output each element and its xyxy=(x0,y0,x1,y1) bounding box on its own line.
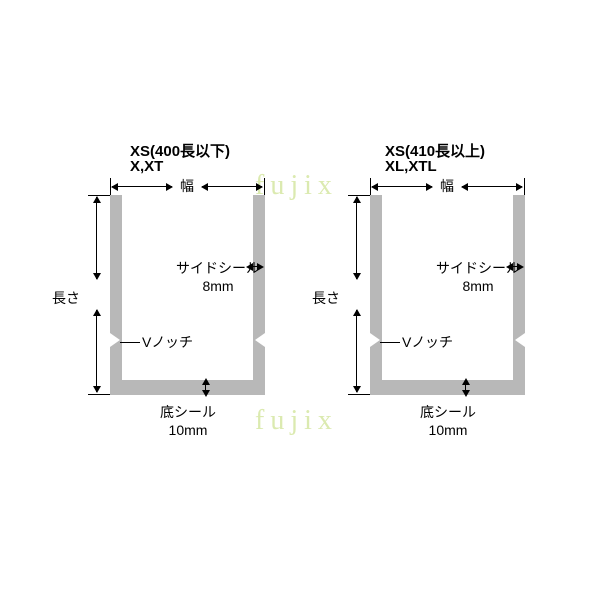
diagram2-width-tick-right xyxy=(524,178,525,195)
diagram2-width-label: 幅 xyxy=(440,176,454,196)
diagram2-len-arrow-top xyxy=(356,197,357,279)
diagram2-subtitle: XL,XTL xyxy=(385,158,437,175)
diagram1-sideseal-value: 8mm xyxy=(202,278,233,294)
diagram2-width-arrow-right xyxy=(462,186,522,187)
diagram1-subtitle: X,XT xyxy=(130,158,163,175)
diagram2-vnotch-pointer xyxy=(380,342,400,343)
diagram2-bag xyxy=(370,195,525,395)
diagram2-width-arrow-left xyxy=(372,186,432,187)
diagram1-bag xyxy=(110,195,265,395)
diagram2-len-tick-bot xyxy=(348,394,370,395)
diagram1-length-label: 長さ xyxy=(52,288,80,308)
watermark-bottom: fujix xyxy=(255,405,338,437)
diagram1-sideseal-arrow xyxy=(253,266,257,267)
diagram2-vnotch-left xyxy=(370,333,380,347)
diagram1-len-tick-bot xyxy=(88,394,110,395)
diagram1-len-arrow-bot xyxy=(96,310,97,392)
diagram2-bottom-value: 10mm xyxy=(429,422,468,438)
diagram2-len-arrow-bot xyxy=(356,310,357,392)
stage: fujix fujix XS(400長以下) X,XT 幅 長さ サイドシール … xyxy=(0,0,600,600)
diagram1-len-arrow-top xyxy=(96,197,97,279)
diagram1-bottom-label: 底シール 10mm xyxy=(160,402,216,438)
diagram1-vnotch-left xyxy=(110,333,120,347)
diagram1-vnotch-right xyxy=(255,333,265,347)
diagram1-width-arrow-left xyxy=(112,186,172,187)
diagram2-vnotch-label: Vノッチ xyxy=(402,332,453,352)
diagram1-width-label: 幅 xyxy=(180,176,194,196)
diagram2-length-label: 長さ xyxy=(312,288,340,308)
diagram1-bottom-value: 10mm xyxy=(169,422,208,438)
diagram2-bottom-text: 底シール xyxy=(420,404,476,420)
diagram2-bottom-label: 底シール 10mm xyxy=(420,402,476,438)
diagram1-vnotch-label: Vノッチ xyxy=(142,332,193,352)
diagram2-vnotch-right xyxy=(515,333,525,347)
diagram1-width-arrow-right xyxy=(202,186,262,187)
diagram1-bottom-text: 底シール xyxy=(160,404,216,420)
diagram2-sideseal-value: 8mm xyxy=(462,278,493,294)
diagram1-bottom-arrow xyxy=(205,385,206,390)
diagram1-vnotch-pointer xyxy=(120,342,140,343)
diagram2-sideseal-arrow xyxy=(513,266,517,267)
diagram2-bottom-arrow xyxy=(465,385,466,390)
diagram1-width-tick-right xyxy=(264,178,265,195)
watermark-top: fujix xyxy=(255,170,338,202)
